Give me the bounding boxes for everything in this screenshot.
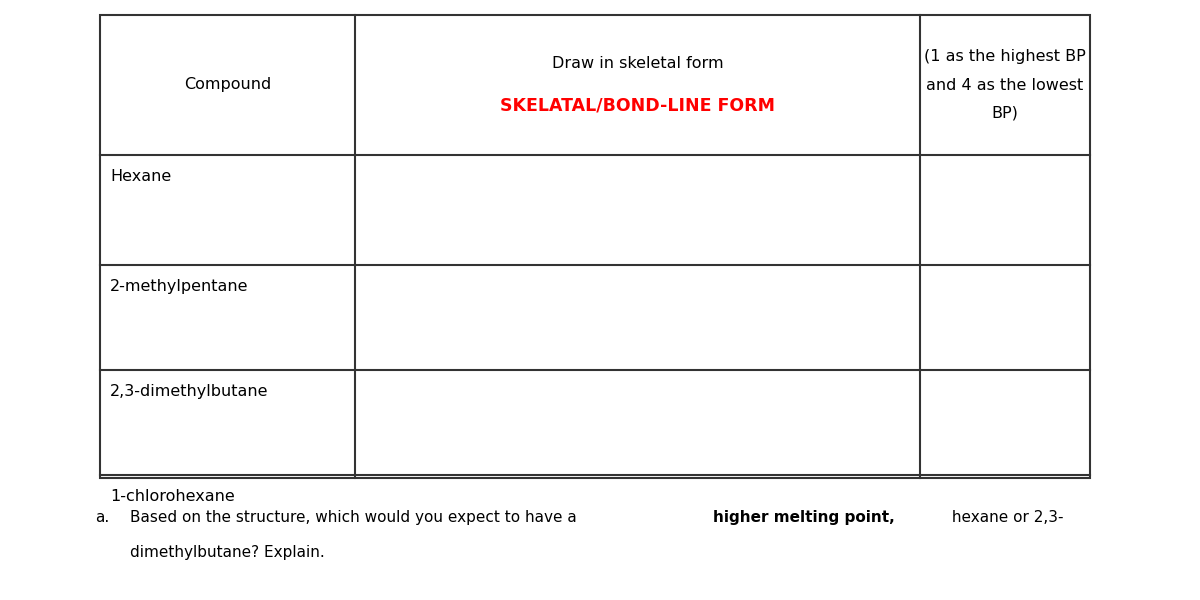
Text: Hexane: Hexane xyxy=(110,169,172,184)
Text: 1-chlorohexane: 1-chlorohexane xyxy=(110,489,235,504)
Text: higher melting point,: higher melting point, xyxy=(713,510,894,525)
Text: SKELATAL/BOND-LINE FORM: SKELATAL/BOND-LINE FORM xyxy=(500,96,775,114)
Text: (1 as the highest BP: (1 as the highest BP xyxy=(924,49,1086,64)
Bar xyxy=(100,15,1090,478)
Text: and 4 as the lowest: and 4 as the lowest xyxy=(926,77,1084,92)
Text: Draw in skeletal form: Draw in skeletal form xyxy=(552,55,724,70)
Text: Based on the structure, which would you expect to have a: Based on the structure, which would you … xyxy=(130,510,582,525)
Text: Compound: Compound xyxy=(184,77,271,92)
Text: a.: a. xyxy=(95,510,109,525)
Text: hexane or 2,3-: hexane or 2,3- xyxy=(947,510,1063,525)
Text: 2-methylpentane: 2-methylpentane xyxy=(110,279,248,294)
Text: BP): BP) xyxy=(991,106,1019,121)
Text: dimethylbutane? Explain.: dimethylbutane? Explain. xyxy=(130,545,325,560)
Text: 2,3-dimethylbutane: 2,3-dimethylbutane xyxy=(110,384,269,399)
